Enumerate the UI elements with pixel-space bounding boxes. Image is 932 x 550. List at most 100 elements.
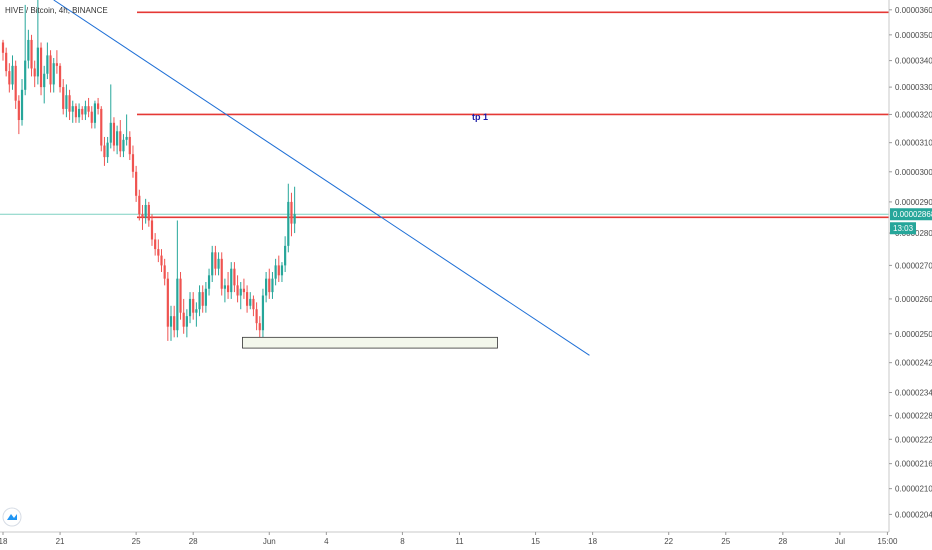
x-tick-label: Jul [835,537,845,546]
candle [62,79,65,115]
candle [135,165,138,202]
candle [125,114,128,146]
candle-body [58,65,62,88]
support-box [242,336,498,349]
candle-body [62,87,65,109]
candle-body [8,71,11,85]
candle [36,0,39,85]
candles-layer [1,0,296,341]
last-price-badge-text: 0.00002868 [893,210,932,219]
candle [84,100,87,121]
candle [81,106,84,121]
candle [68,89,71,121]
candle [5,47,8,77]
candle-body [125,136,128,140]
candle-body [233,268,236,286]
candle [8,63,11,93]
candle-body [52,63,55,85]
candle-body [109,122,112,143]
candle [154,233,157,256]
candle-body [112,122,116,146]
candle [11,55,14,90]
countdown-badge-text: 13:03 [893,224,914,233]
candle-body [176,278,179,331]
candle-body [144,204,147,218]
candle [58,63,62,93]
candle-body [138,195,141,215]
candle-body [106,142,109,158]
candle [277,255,280,282]
candle-body [242,288,246,293]
candle [33,60,36,88]
candle [258,316,261,338]
candle-body [179,278,182,313]
candle-body [214,252,217,269]
x-tick-label: 4 [324,537,329,546]
price-badges: 0.00002868 13:03 [890,208,932,235]
candle [173,305,176,338]
candle [176,220,179,338]
candle [55,50,58,74]
candle-body [192,298,195,313]
candle [30,34,33,77]
candle [112,117,116,152]
candle-body [261,295,265,331]
candle [93,100,97,129]
candle-body [284,245,287,266]
candle-body [287,201,290,246]
candle-body [252,298,255,310]
last-price-badge [890,208,932,221]
candle-body [36,47,39,77]
candle [192,292,195,320]
candle-body [217,258,220,269]
candle [204,281,207,313]
candle-body [122,139,125,152]
candle [147,201,150,227]
candle [261,288,265,338]
candle [90,106,93,129]
candle-body [5,52,8,72]
candle [245,285,249,313]
candle [150,214,154,246]
candle [284,236,287,272]
candle-body [173,316,176,331]
candle-body [236,285,239,296]
candle [188,292,192,324]
candle-body [39,47,43,88]
horizontal-lines-layer [0,11,889,219]
candle-body [90,111,93,123]
candle [49,50,52,93]
candle-body [185,316,188,327]
candle-body [207,275,211,289]
candle-body [204,288,207,306]
candle-body [43,73,46,88]
candle-body [84,106,87,115]
candle [52,57,55,93]
candle-body [81,108,84,115]
x-tick-label: 8 [400,537,405,546]
candle [242,278,246,299]
candle-body [103,145,106,158]
candle-body [49,55,52,85]
tradingview-logo[interactable] [2,507,22,527]
tp1-label: tp 1 [472,112,488,122]
candle [17,95,20,135]
candle [182,298,185,334]
candle-body [188,298,192,317]
candle-body [11,65,14,85]
candle-body [74,106,78,118]
candle-body [239,288,242,296]
candle [290,192,293,237]
